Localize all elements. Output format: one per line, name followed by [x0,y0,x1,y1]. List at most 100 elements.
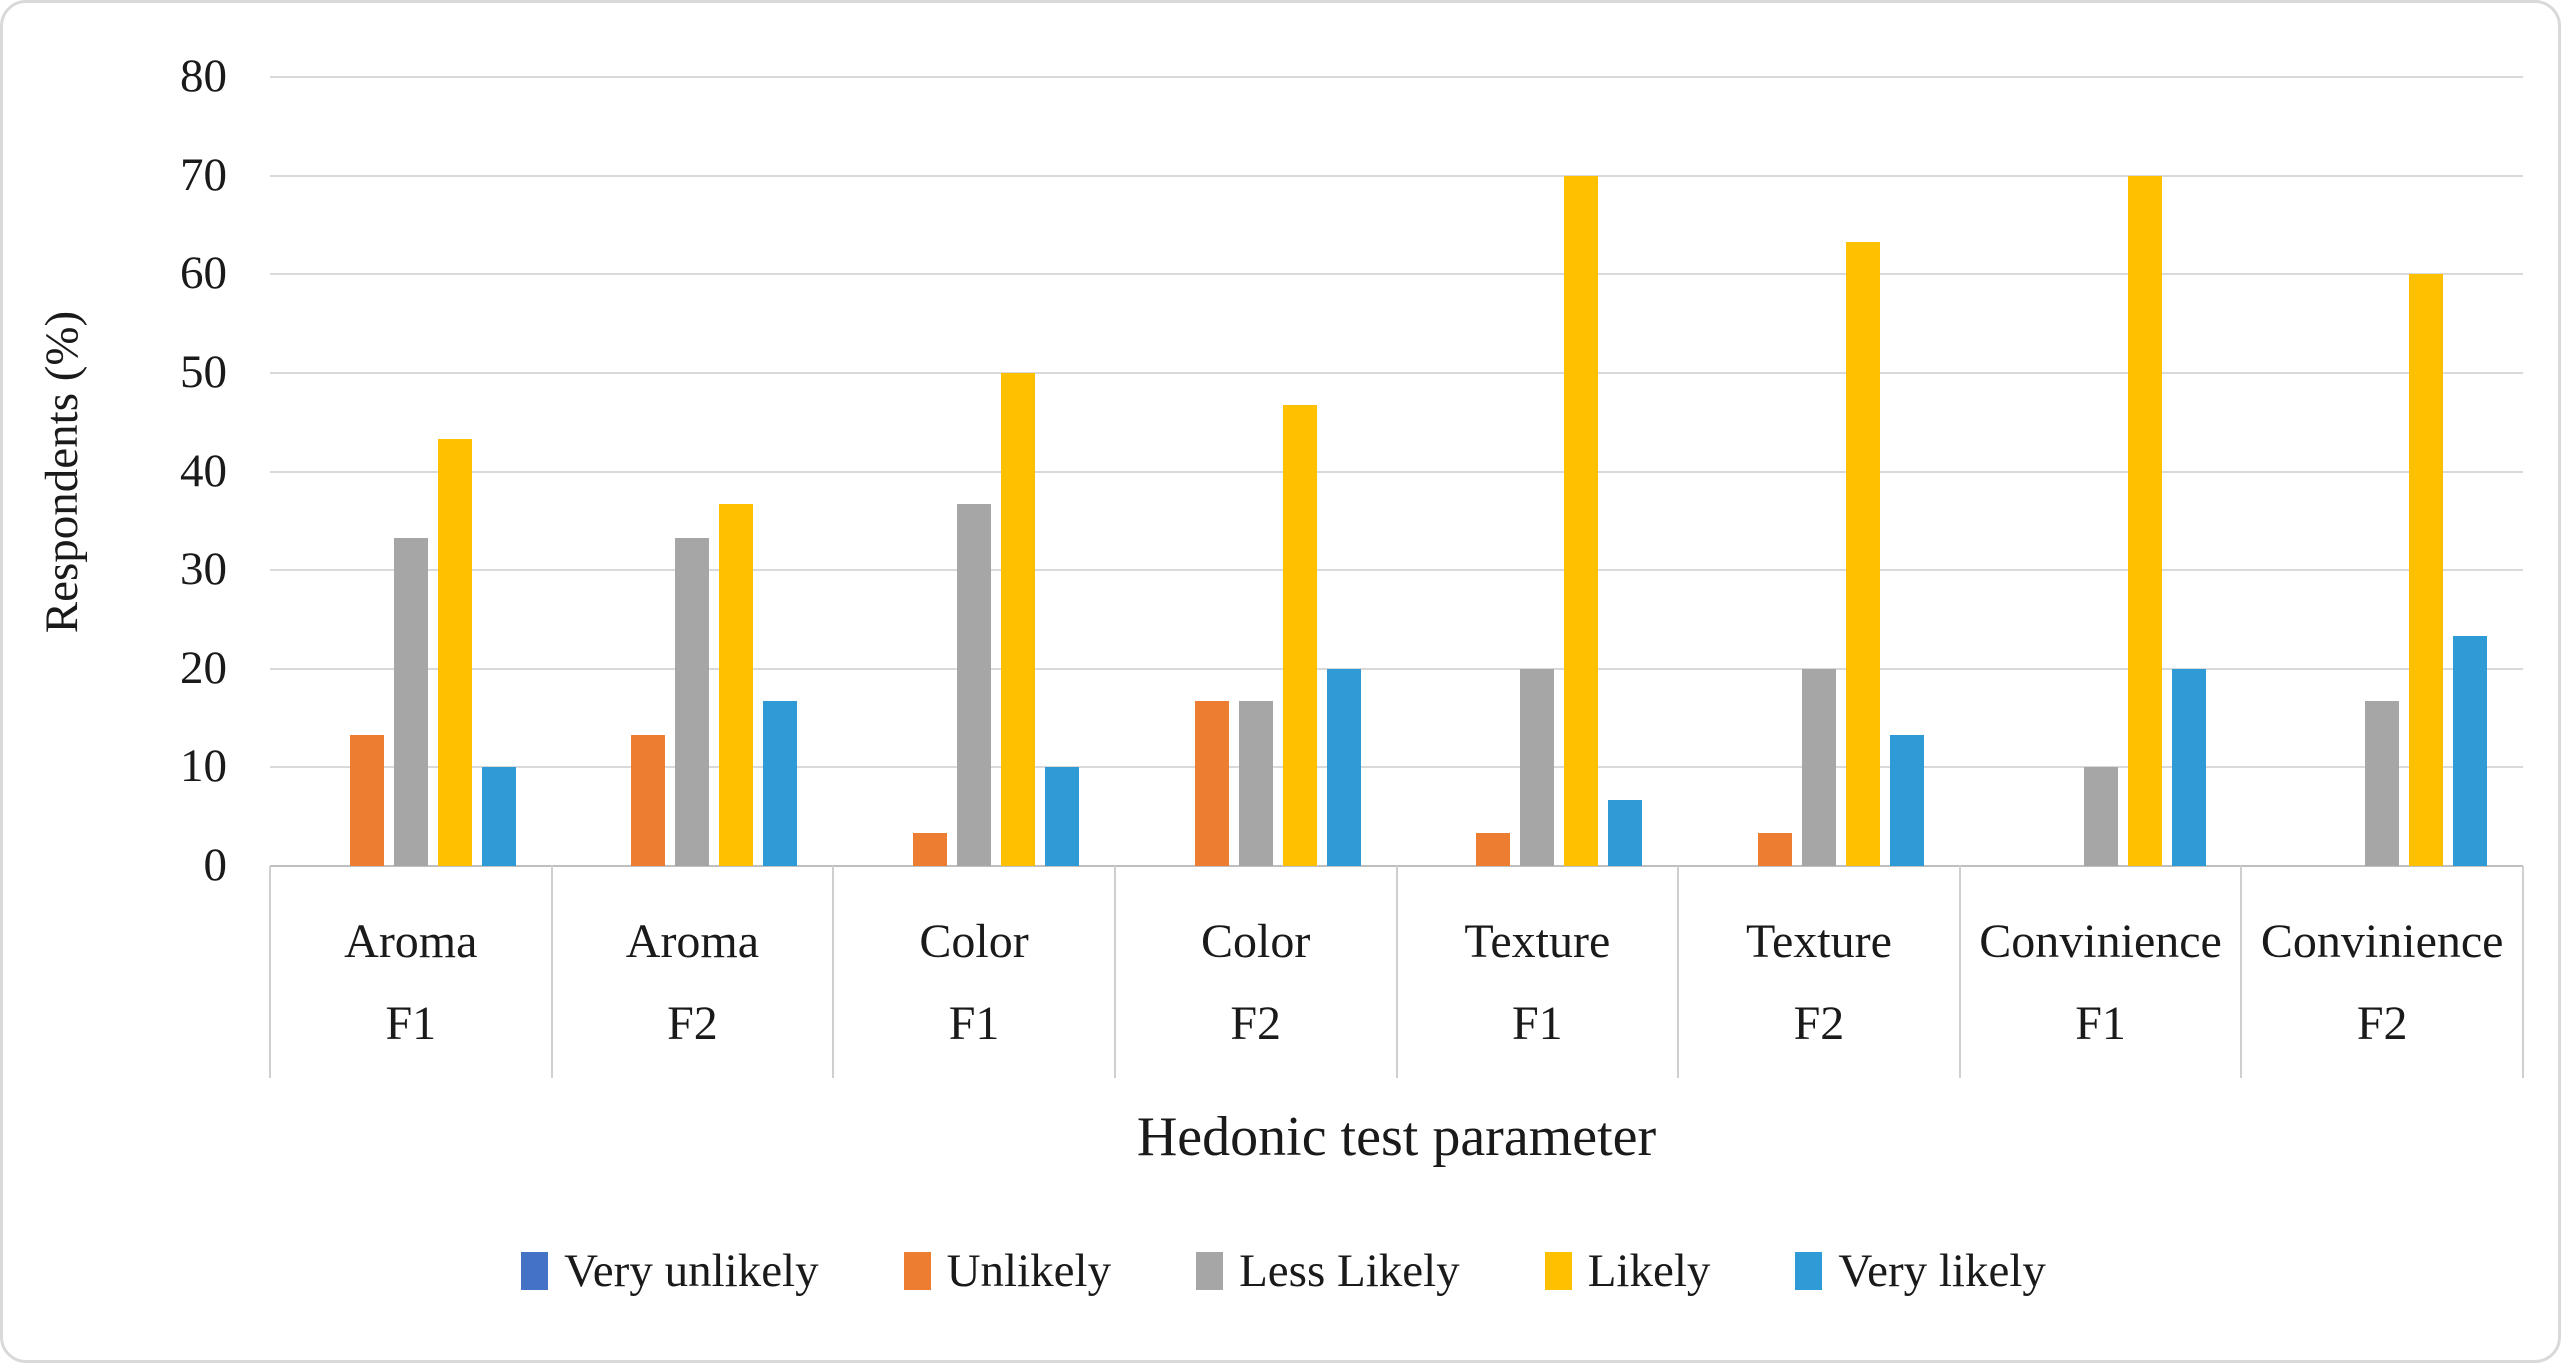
gridline-10 [270,766,2523,769]
category-axis: Aroma F1 Aroma F2 Color F1 Color F2 Texture F1 Tex… [269,866,2524,1078]
bar-group-color-f1 [833,77,1115,866]
category-formulation-label: F1 [948,997,1000,1050]
y-tick-label: 80 [180,50,227,102]
bar-group-color-f2 [1115,77,1397,866]
legend-label: Likely [1587,1245,1711,1297]
category-parameter-label: Convinience [1979,915,2222,968]
category-divider [550,866,553,1078]
gridline-60 [270,273,2523,276]
bar-likely [2127,175,2162,866]
bar-group-texture-f1 [1397,77,1679,866]
y-tick-label: 40 [180,444,227,497]
bar-less-likely [1238,701,1273,866]
y-tick-label: 20 [180,641,227,694]
bar-likely [1282,405,1317,866]
gridline-80 [270,76,2523,78]
bar-group-aroma-f1 [270,77,552,866]
legend-swatch [521,1252,549,1290]
category-divider [1113,866,1116,1078]
category-cell: Texture F2 [1678,866,1960,1078]
bar-unlikely [1194,701,1229,866]
legend-item-very-unlikely: Very unlikely [521,1244,819,1298]
category-cell: Texture F1 [1397,866,1679,1078]
category-divider [2240,866,2243,1078]
bar-unlikely [349,734,384,866]
category-formulation-label: F1 [1511,997,1563,1050]
bar-group-aroma-f2 [552,77,834,866]
category-formulation-label: F1 [2075,997,2126,1050]
category-divider [269,866,271,1078]
bar-very-likely [2171,668,2206,866]
bar-unlikely [1476,833,1511,866]
y-tick-label: 50 [180,345,227,398]
category-formulation-label: F1 [385,997,437,1050]
category-divider [1395,866,1398,1078]
gridline-20 [270,667,2523,670]
category-cell: Aroma F2 [552,866,834,1078]
category-parameter-label: Texture [1745,915,1892,968]
bar-unlikely [631,734,666,866]
bar-very-likely [1045,767,1080,866]
category-formulation-label: F2 [667,997,718,1050]
bar-group-convinience-f2 [2241,77,2523,866]
bar-very-likely [1889,734,1924,866]
bar-less-likely [393,537,428,866]
category-cell: Aroma F1 [270,866,552,1078]
bar-group-texture-f2 [1678,77,1960,866]
category-parameter-label: Convinience [2260,915,2504,968]
gridline-30 [270,569,2523,572]
bar-less-likely [1801,668,1836,866]
bar-less-likely [2083,767,2118,866]
gridline-70 [270,174,2523,177]
bar-likely [437,438,472,866]
category-parameter-label: Aroma [344,915,478,968]
legend-label: Unlikely [946,1245,1112,1297]
category-parameter-label: Aroma [625,915,760,968]
category-cell: Convinience F2 [2241,866,2523,1078]
y-tick-label: 70 [180,148,227,201]
legend-item-less-likely: Less Likely [1196,1244,1460,1298]
bar-very-likely [481,767,516,866]
gridline-50 [270,371,2523,374]
legend-item-very-likely: Very likely [1795,1244,2046,1298]
category-cell: Color F1 [833,866,1115,1078]
legend-swatch [1795,1252,1823,1290]
legend-item-unlikely: Unlikely [903,1244,1112,1298]
category-divider [832,866,835,1078]
legend-swatch [903,1252,931,1290]
category-cell: Color F2 [1115,866,1397,1078]
bar-unlikely [1757,833,1792,866]
category-parameter-label: Color [919,915,1029,968]
legend-label: Very likely [1838,1245,2046,1297]
bar-less-likely [957,504,992,866]
bar-group-convinience-f1 [1960,77,2242,866]
category-parameter-label: Color [1201,915,1311,968]
bar-likely [2409,274,2444,866]
bar-very-likely [2453,636,2488,866]
bars-layer [270,77,2523,866]
bar-very-likely [1326,668,1361,866]
category-divider [1958,866,1961,1078]
gridline-40 [270,470,2523,473]
category-cell: Convinience F1 [1960,866,2242,1078]
bar-less-likely [675,537,710,866]
y-tick-label: 0 [203,839,228,891]
bar-unlikely [913,833,948,866]
bar-very-likely [763,701,798,866]
legend-item-likely: Likely [1544,1244,1711,1298]
legend: Very unlikely Unlikely Less Likely Likely Ve… [3,1231,2558,1311]
y-tick-label: 30 [180,543,227,596]
bar-very-likely [1608,799,1643,866]
bar-likely [1564,175,1599,866]
bar-less-likely [1520,668,1555,866]
category-formulation-label: F2 [2356,997,2408,1050]
x-axis-title: Hedonic test parameter [1136,1106,1657,1168]
category-divider [2522,866,2524,1078]
y-tick-label: 10 [180,740,227,793]
legend-label: Less Likely [1239,1245,1460,1297]
bar-likely [1001,372,1036,866]
category-divider [1677,866,1680,1078]
category-parameter-label: Texture [1464,915,1611,968]
legend-swatch [1544,1252,1572,1290]
